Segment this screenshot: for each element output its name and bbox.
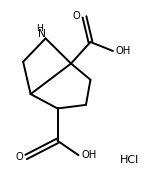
Text: N: N: [38, 30, 46, 39]
Text: OH: OH: [116, 46, 131, 56]
Text: H: H: [36, 24, 43, 33]
Text: OH: OH: [82, 150, 97, 160]
Text: O: O: [73, 11, 81, 21]
Text: O: O: [15, 152, 23, 162]
Text: HCl: HCl: [120, 155, 139, 165]
